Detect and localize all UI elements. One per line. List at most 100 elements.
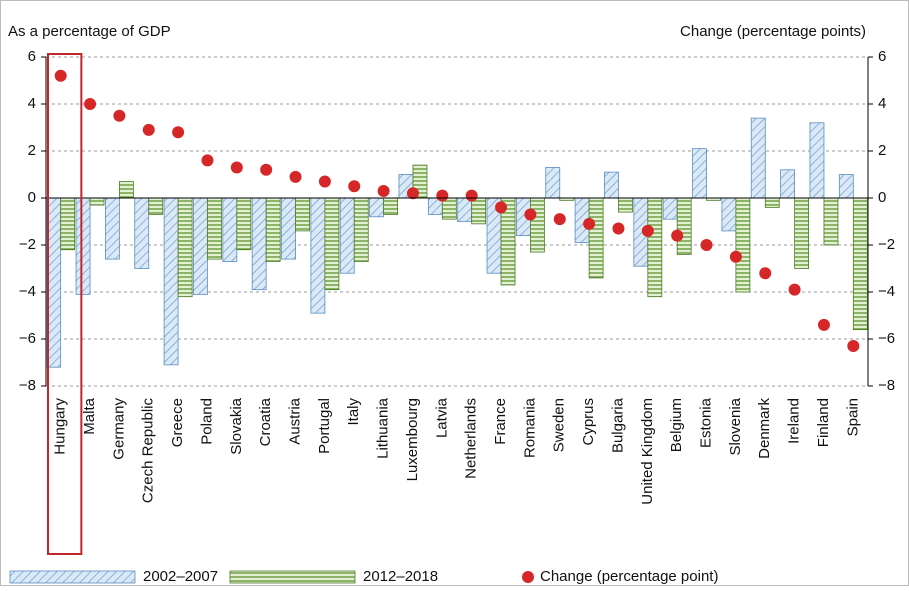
x-tick-label: Sweden xyxy=(551,398,568,452)
point xyxy=(406,187,419,200)
bar xyxy=(295,197,310,232)
x-tick-label: Finland xyxy=(815,398,832,447)
y-tick-label: 2 xyxy=(28,142,36,159)
y2-tick-label: 4 xyxy=(878,95,886,112)
bar xyxy=(545,167,561,199)
x-tick-label: Luxembourg xyxy=(404,398,421,481)
point xyxy=(700,239,713,251)
bar xyxy=(193,197,208,295)
bar xyxy=(89,197,105,206)
bar xyxy=(353,197,369,262)
y2-tick-label: −2 xyxy=(878,236,895,253)
point xyxy=(788,283,801,296)
x-tick-label: Poland xyxy=(198,398,215,445)
bar xyxy=(618,197,633,213)
point xyxy=(348,180,361,193)
point xyxy=(377,184,390,197)
bar xyxy=(207,197,222,260)
y-tick-label: −6 xyxy=(19,330,36,347)
y2-tick-label: −4 xyxy=(878,283,895,300)
point xyxy=(436,189,449,202)
bar xyxy=(118,181,134,199)
bar xyxy=(236,197,252,251)
y2-tick-label: −8 xyxy=(878,377,895,394)
bar xyxy=(163,197,179,366)
x-tick-label: Ireland xyxy=(786,398,803,444)
bar xyxy=(780,169,796,199)
bar xyxy=(60,197,76,251)
y2-tick-label: 2 xyxy=(878,142,886,159)
y-tick-label: 6 xyxy=(28,48,36,65)
x-tick-label: Slovakia xyxy=(228,397,245,454)
x-tick-label: Hungary xyxy=(52,398,69,455)
point xyxy=(847,340,860,353)
point xyxy=(142,123,155,136)
x-tick-label: Portugal xyxy=(316,398,333,454)
point xyxy=(612,222,625,235)
y-tick-label: 0 xyxy=(28,189,36,206)
bar xyxy=(251,197,267,291)
x-tick-label: Bulgaria xyxy=(609,397,626,453)
x-tick-label: Cyprus xyxy=(580,398,597,446)
bar xyxy=(177,197,193,298)
y-tick-label: −8 xyxy=(19,377,36,394)
x-tick-label: Denmark xyxy=(756,398,773,459)
x-tick-label: Lithuania xyxy=(375,397,392,459)
point xyxy=(260,163,273,176)
bar xyxy=(265,197,281,262)
y2-tick-label: −6 xyxy=(878,330,895,347)
bar xyxy=(692,148,707,199)
x-tick-label: Netherlands xyxy=(463,398,480,479)
bar xyxy=(529,197,545,253)
point xyxy=(817,318,830,331)
bar xyxy=(75,197,91,295)
y2-axis-label: Change (percentage points) xyxy=(680,23,866,40)
y-tick-label: −4 xyxy=(19,283,36,300)
bar xyxy=(324,197,340,291)
y-tick-label: −2 xyxy=(19,236,36,253)
bar xyxy=(676,197,692,255)
y-axis-label: As a percentage of GDP xyxy=(8,23,171,40)
bar xyxy=(750,117,766,199)
bar xyxy=(134,197,150,269)
bar xyxy=(383,197,399,215)
bar xyxy=(764,197,780,208)
x-tick-label: Slovenia xyxy=(727,397,744,455)
bar xyxy=(794,197,810,269)
y-tick-label: 4 xyxy=(28,95,36,112)
point xyxy=(84,98,97,110)
point xyxy=(495,201,508,214)
x-tick-label: Italy xyxy=(345,398,362,426)
legend-label: 2012–2018 xyxy=(363,568,438,585)
point xyxy=(759,267,772,280)
bar xyxy=(838,174,854,199)
bar xyxy=(735,197,751,293)
bar xyxy=(222,197,238,262)
legend-label: 2002–2007 xyxy=(143,568,218,585)
x-tick-label: Malta xyxy=(81,397,98,434)
bar xyxy=(662,197,678,220)
bar xyxy=(647,197,663,298)
x-tick-label: Latvia xyxy=(433,397,450,438)
point xyxy=(524,208,537,221)
point xyxy=(230,161,243,174)
point xyxy=(583,217,596,230)
bar xyxy=(823,197,839,246)
x-tick-label: Spain xyxy=(844,398,861,436)
x-tick-label: Czech Republic xyxy=(140,398,157,504)
x-tick-label: France xyxy=(492,398,509,445)
x-tick-label: Greece xyxy=(169,398,186,447)
point xyxy=(671,229,684,242)
point xyxy=(318,175,331,188)
bar xyxy=(721,197,737,232)
point xyxy=(465,189,478,202)
bar xyxy=(148,197,164,215)
bar xyxy=(104,197,120,260)
x-tick-label: Belgium xyxy=(668,398,685,452)
point xyxy=(54,69,67,82)
legend-swatch xyxy=(522,571,534,583)
x-tick-label: Croatia xyxy=(257,397,274,446)
legend-label: Change (percentage point) xyxy=(540,568,718,585)
